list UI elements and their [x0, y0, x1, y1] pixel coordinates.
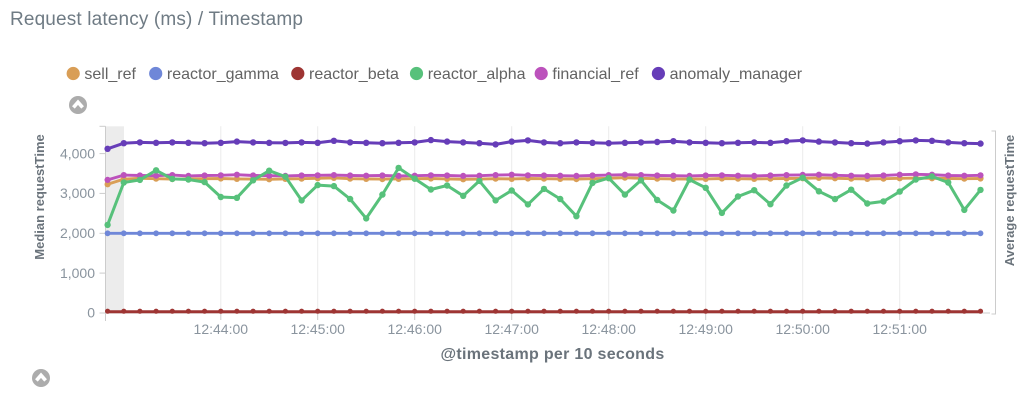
svg-text:Request latency (ms) / Timesta: Request latency (ms) / Timestamp — [10, 9, 303, 30]
svg-text:reactor_gamma: reactor_gamma — [167, 66, 279, 83]
svg-text:financial_ref: financial_ref — [552, 66, 639, 83]
svg-text:12:48:00: 12:48:00 — [581, 321, 636, 337]
svg-text:12:44:00: 12:44:00 — [194, 321, 249, 337]
svg-text:Median requestTime: Median requestTime — [32, 134, 47, 259]
svg-text:12:46:00: 12:46:00 — [387, 321, 442, 337]
svg-text:12:47:00: 12:47:00 — [484, 321, 539, 337]
svg-text:0: 0 — [87, 305, 95, 321]
svg-text:12:50:00: 12:50:00 — [775, 321, 830, 337]
svg-text:reactor_beta: reactor_beta — [309, 66, 399, 83]
svg-text:3,000: 3,000 — [60, 185, 95, 201]
svg-text:reactor_alpha: reactor_alpha — [428, 66, 526, 83]
svg-text:1,000: 1,000 — [60, 265, 95, 281]
svg-text:2,000: 2,000 — [60, 225, 95, 241]
svg-text:@timestamp per 10 seconds: @timestamp per 10 seconds — [440, 346, 664, 363]
svg-text:12:51:00: 12:51:00 — [872, 321, 927, 337]
svg-text:4,000: 4,000 — [60, 145, 95, 161]
svg-text:12:49:00: 12:49:00 — [678, 321, 733, 337]
svg-text:Average requestTime: Average requestTime — [1002, 135, 1017, 267]
svg-text:anomaly_manager: anomaly_manager — [670, 66, 803, 83]
svg-text:12:45:00: 12:45:00 — [290, 321, 345, 337]
svg-text:sell_ref: sell_ref — [84, 66, 136, 83]
